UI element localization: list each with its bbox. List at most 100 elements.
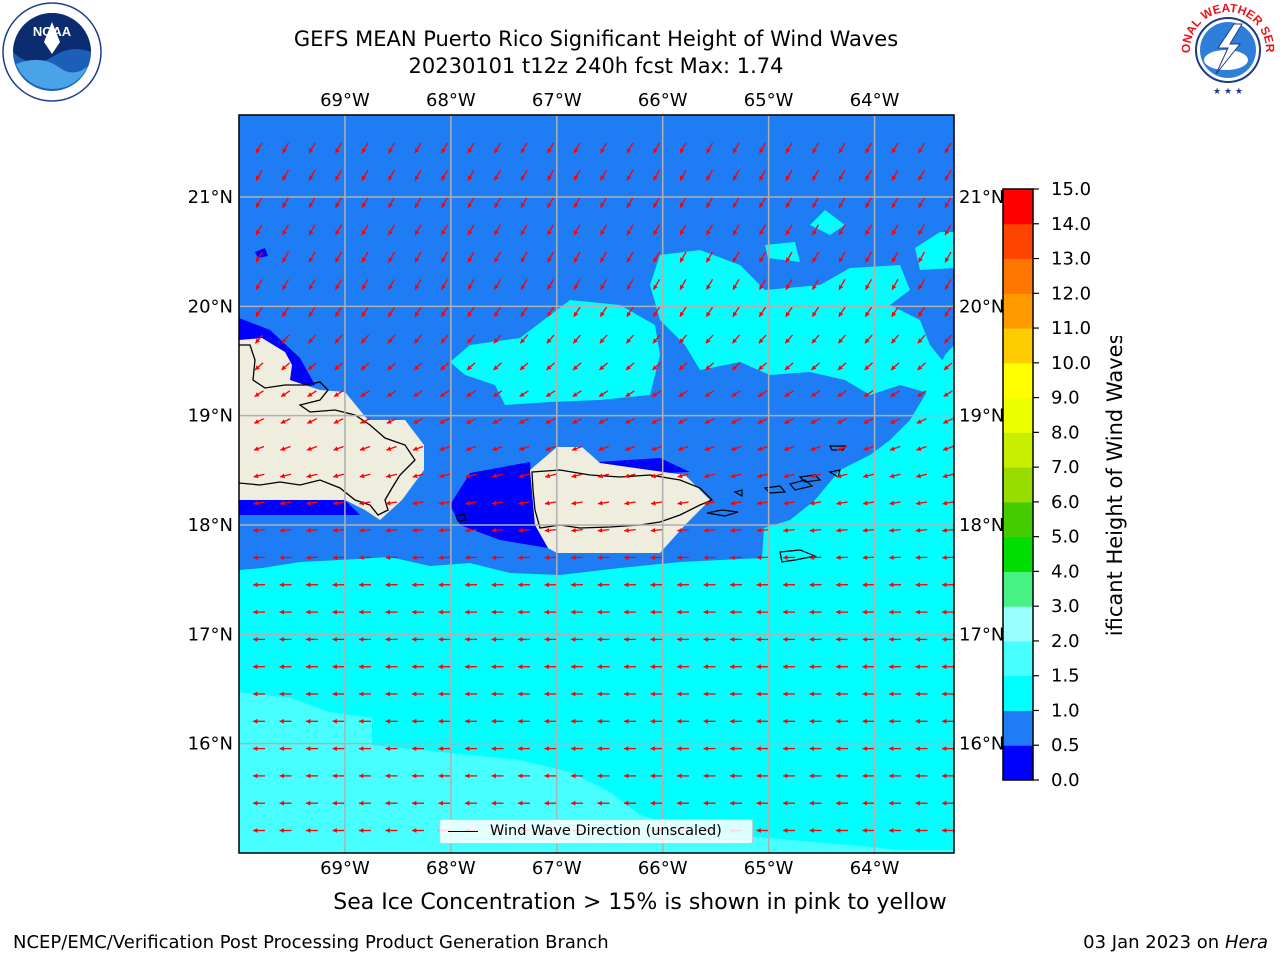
wave-direction-arrow (308, 142, 316, 154)
wave-direction-arrow (386, 473, 397, 479)
wave-direction-arrow (756, 746, 769, 751)
wave-direction-arrow (810, 418, 821, 424)
wave-direction-arrow (730, 637, 742, 642)
wave-direction-arrow (917, 224, 926, 236)
wave-direction-arrow (942, 800, 954, 806)
wave-direction-arrow (889, 609, 901, 615)
wave-direction-arrow (518, 664, 530, 670)
wave-direction-arrow (624, 800, 636, 806)
wave-direction-arrow (809, 746, 822, 751)
colorbar-segment (1003, 293, 1033, 329)
wave-direction-arrow (281, 169, 290, 181)
wave-direction-arrow (279, 555, 292, 560)
wave-direction-arrow (544, 746, 557, 751)
wave-direction-arrow (783, 500, 795, 506)
wave-direction-arrow (758, 224, 767, 236)
wave-direction-arrow (783, 664, 795, 670)
wave-direction-arrow (306, 637, 318, 642)
wave-direction-arrow (837, 334, 847, 344)
wave-direction-arrow (440, 306, 449, 318)
colorbar-segment (1003, 258, 1033, 294)
wave-direction-arrow (677, 691, 689, 697)
wave-direction-arrow (915, 582, 928, 588)
wave-direction-arrow (756, 664, 769, 670)
wave-direction-arrow (730, 800, 742, 806)
wave-direction-arrow (862, 637, 875, 642)
wave-direction-arrow (414, 306, 422, 318)
lat-label-left: 19°N (188, 406, 233, 427)
wave-direction-arrow (810, 473, 821, 479)
wave-direction-arrow (942, 828, 954, 833)
wave-direction-arrow (917, 251, 926, 263)
wave-direction-arrow (809, 582, 822, 588)
wave-direction-arrow (465, 445, 477, 451)
wave-direction-arrow (279, 773, 292, 779)
wave-direction-arrow (599, 251, 608, 263)
colorbar-tick-label: 1.5 (1051, 666, 1080, 687)
wave-direction-arrow (889, 718, 901, 724)
wave-direction-arrow (571, 500, 583, 506)
wave-direction-arrow (465, 773, 477, 779)
wave-direction-arrow (332, 718, 345, 724)
wave-direction-arrow (386, 390, 397, 398)
wave-direction-arrow (624, 473, 636, 479)
wave-direction-arrow (544, 609, 557, 615)
wave-direction-arrow (279, 527, 292, 533)
wave-direction-arrow (361, 142, 369, 154)
wave-direction-arrow (785, 197, 793, 209)
wave-direction-arrow (811, 224, 820, 236)
wave-direction-arrow (571, 473, 583, 479)
wave-direction-arrow (757, 445, 768, 451)
wave-direction-arrow (491, 555, 504, 560)
colorbar: 0.0 0.5 1.0 1.5 2.0 3.0 4.0 5.0 6.0 7.0 8.0 9.0 10.0… (1002, 179, 1091, 791)
wave-direction-arrow (917, 197, 926, 209)
wave-band-1.0-1.5-north-2 (765, 242, 800, 262)
wave-direction-arrow (440, 251, 449, 263)
colorbar-tick-label: 0.5 (1051, 735, 1080, 756)
lon-label-top: 65°W (744, 90, 794, 111)
wave-direction-arrow (836, 746, 848, 751)
wave-direction-arrow (465, 500, 477, 506)
wave-direction-arrow (942, 418, 954, 424)
wave-direction-arrow (413, 334, 423, 344)
wave-direction-arrow (493, 306, 502, 318)
wave-direction-arrow (520, 306, 528, 318)
wave-direction-arrow (412, 718, 424, 724)
wave-direction-arrow (253, 418, 265, 424)
wave-direction-arrow (253, 473, 265, 479)
wave-direction-arrow (679, 306, 687, 318)
wave-direction-arrow (359, 637, 371, 642)
wave-direction-arrow (546, 278, 555, 291)
wave-direction-arrow (385, 555, 398, 560)
wave-direction-arrow (836, 500, 848, 506)
wave-direction-arrow (385, 609, 398, 615)
wave-direction-arrow (306, 527, 318, 533)
wave-direction-arrow (491, 718, 504, 724)
wave-direction-arrow (281, 251, 290, 263)
wave-direction-arrow (253, 800, 265, 806)
wave-direction-arrow (705, 224, 714, 236)
colorbar-segment (1003, 536, 1033, 572)
wave-direction-arrow (493, 142, 502, 154)
wave-direction-arrow (785, 169, 793, 181)
wave-direction-arrow (387, 251, 396, 263)
colorbar-tick-label: 13.0 (1051, 249, 1091, 270)
wave-direction-arrow (518, 527, 530, 533)
wave-direction-arrow (705, 142, 714, 154)
wave-direction-arrow (599, 224, 608, 236)
wave-direction-arrow (279, 637, 292, 642)
wave-direction-arrow (306, 473, 318, 479)
wave-direction-arrow (917, 278, 926, 291)
wave-direction-arrow (651, 390, 662, 398)
wave-direction-arrow (281, 224, 290, 236)
legend-label: Wind Wave Direction (unscaled) (490, 823, 722, 839)
wave-direction-arrow (359, 800, 371, 806)
wave-direction-arrow (624, 637, 636, 642)
wave-direction-arrow (334, 362, 343, 371)
wave-direction-arrow (518, 418, 530, 424)
wave-direction-arrow (520, 251, 528, 263)
wave-direction-arrow (677, 527, 689, 533)
wave-direction-arrow (387, 197, 396, 209)
wave-direction-arrow (811, 197, 820, 209)
wave-direction-arrow (864, 251, 873, 263)
